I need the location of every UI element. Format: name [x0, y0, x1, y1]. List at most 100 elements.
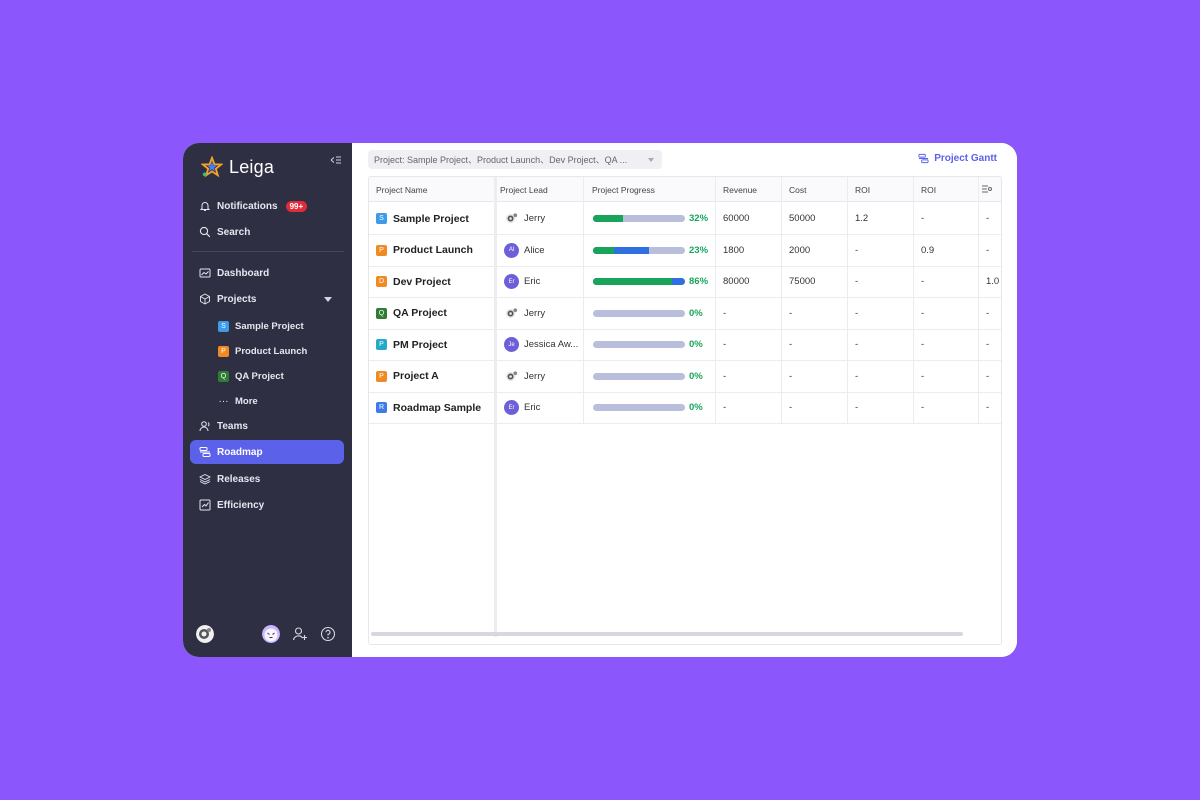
cost-cell[interactable]: -: [789, 339, 793, 350]
project-initial: R: [376, 402, 387, 413]
roi-2-cell[interactable]: -: [921, 402, 925, 413]
project-lead-cell[interactable]: Er Eric: [497, 266, 583, 297]
cost-cell[interactable]: -: [789, 307, 793, 319]
roi-cell[interactable]: -: [855, 276, 859, 287]
horizontal-scrollbar[interactable]: [371, 632, 963, 636]
search-icon: [199, 226, 211, 238]
table-row[interactable]: S Sample Project Jerry 32% 60000 50000 1.2 - -: [369, 203, 1001, 235]
help-icon[interactable]: [320, 626, 336, 642]
progress-percent: 0%: [689, 339, 703, 350]
workspace-avatar-icon[interactable]: [196, 625, 214, 643]
sidebar-item-efficiency[interactable]: Efficiency: [190, 493, 344, 517]
project-name-cell[interactable]: P PM Project: [369, 329, 493, 360]
project-progress-cell: 0%: [585, 361, 715, 392]
project-name-cell[interactable]: D Dev Project: [369, 266, 493, 297]
lead-name: Jerry: [524, 213, 546, 224]
extra-cell[interactable]: -: [986, 402, 990, 413]
column-header-roi-2[interactable]: ROI: [921, 184, 937, 195]
revenue-cell[interactable]: -: [723, 339, 727, 350]
lead-name: Eric: [524, 402, 541, 413]
column-divider: [978, 177, 979, 424]
roi-2-cell[interactable]: -: [921, 307, 925, 319]
roi-2-cell[interactable]: -: [921, 339, 925, 350]
sidebar-item-dashboard[interactable]: Dashboard: [190, 261, 344, 285]
progress-bar-green: [593, 215, 624, 222]
revenue-cell[interactable]: 60000: [723, 213, 750, 224]
extra-cell[interactable]: -: [986, 244, 990, 256]
project-lead-cell[interactable]: Er Eric: [497, 392, 583, 423]
cost-cell[interactable]: 2000: [789, 244, 811, 256]
table-row[interactable]: Q QA Project Jerry 0% - - - - -: [369, 298, 1001, 330]
cost-cell[interactable]: -: [789, 402, 793, 413]
project-name-cell[interactable]: R Roadmap Sample: [369, 392, 493, 423]
progress-percent: 0%: [689, 370, 703, 382]
project-filter-select[interactable]: Project: Sample Project、Product Launch、D…: [368, 150, 662, 169]
project-name-cell[interactable]: Q QA Project: [369, 298, 493, 329]
roi-cell[interactable]: -: [855, 339, 859, 350]
user-avatar-icon[interactable]: [262, 625, 280, 643]
column-header-cost[interactable]: Cost: [789, 184, 807, 195]
project-lead-cell[interactable]: Je Jessica Aw...: [497, 329, 583, 360]
column-header-project-lead[interactable]: Project Lead: [500, 184, 548, 195]
sidebar-item-search[interactable]: Search: [190, 220, 344, 244]
revenue-cell[interactable]: 1800: [723, 244, 745, 256]
column-divider: [913, 177, 914, 424]
roi-cell[interactable]: -: [855, 402, 859, 413]
cost-cell[interactable]: 50000: [789, 213, 816, 224]
table-row[interactable]: P Project A Jerry 0% - - - - -: [369, 361, 1001, 393]
revenue-cell[interactable]: 80000: [723, 276, 750, 287]
project-name-cell[interactable]: P Product Launch: [369, 235, 493, 266]
revenue-cell[interactable]: -: [723, 370, 727, 382]
roi-2-cell[interactable]: -: [921, 370, 925, 382]
extra-cell[interactable]: 1.0: [986, 276, 1000, 287]
column-header-roi[interactable]: ROI: [855, 184, 871, 195]
sidebar-item-projects[interactable]: Projects: [190, 287, 344, 311]
roi-cell[interactable]: -: [855, 244, 859, 256]
extra-cell[interactable]: -: [986, 339, 990, 350]
column-settings-icon[interactable]: [981, 184, 992, 195]
sidebar: Leiga Notifications 99+ Search Dashboard…: [183, 143, 352, 657]
sidebar-item-teams[interactable]: Teams: [190, 414, 344, 438]
collapse-sidebar-icon[interactable]: [330, 154, 342, 166]
project-gantt-button[interactable]: Project Gantt: [918, 153, 997, 164]
sidebar-project-more[interactable]: ··· More: [218, 390, 344, 412]
sidebar-project-sample[interactable]: S Sample Project: [218, 315, 344, 337]
extra-cell[interactable]: -: [986, 307, 990, 319]
project-name-cell[interactable]: S Sample Project: [369, 203, 493, 234]
column-header-revenue[interactable]: Revenue: [723, 184, 758, 195]
add-user-icon[interactable]: [292, 626, 308, 642]
roi-2-cell[interactable]: 0.9: [921, 244, 935, 256]
project-lead-cell[interactable]: Al Alice: [497, 235, 583, 266]
column-header-project-name[interactable]: Project Name: [376, 184, 428, 195]
sidebar-project-product-launch[interactable]: P Product Launch: [218, 340, 344, 362]
roi-cell[interactable]: -: [855, 370, 859, 382]
extra-cell[interactable]: -: [986, 213, 990, 224]
project-name-cell[interactable]: P Project A: [369, 361, 493, 392]
project-lead-cell[interactable]: Jerry: [497, 203, 583, 234]
project-initial: P: [218, 345, 229, 357]
table-row[interactable]: P PM Project Je Jessica Aw... 0% - - - - -: [369, 329, 1001, 361]
cost-cell[interactable]: -: [789, 370, 793, 382]
sidebar-project-qa[interactable]: Q QA Project: [218, 365, 344, 387]
chevron-down-icon[interactable]: [324, 297, 332, 302]
roi-2-cell[interactable]: -: [921, 276, 925, 287]
sidebar-item-notifications[interactable]: Notifications 99+: [190, 194, 344, 218]
cost-cell[interactable]: 75000: [789, 276, 816, 287]
column-header-project-progress[interactable]: Project Progress: [592, 184, 655, 195]
table-row[interactable]: D Dev Project Er Eric 86% 80000 75000 - - 1.0: [369, 266, 1001, 298]
sidebar-item-releases[interactable]: Releases: [190, 467, 344, 491]
table-row[interactable]: P Product Launch Al Alice 23% 1800 2000 - 0.9 -: [369, 235, 1001, 267]
roi-cell[interactable]: -: [855, 307, 859, 319]
lead-avatar: Er: [504, 274, 519, 289]
revenue-cell[interactable]: -: [723, 402, 727, 413]
project-name: QA Project: [393, 307, 447, 319]
roi-cell[interactable]: 1.2: [855, 213, 869, 224]
project-lead-cell[interactable]: Jerry: [497, 298, 583, 329]
app-logo[interactable]: Leiga: [201, 156, 274, 178]
extra-cell[interactable]: -: [986, 370, 990, 382]
project-lead-cell[interactable]: Jerry: [497, 361, 583, 392]
table-row[interactable]: R Roadmap Sample Er Eric 0% - - - - -: [369, 392, 1001, 424]
sidebar-item-roadmap[interactable]: Roadmap: [190, 440, 344, 464]
roi-2-cell[interactable]: -: [921, 213, 925, 224]
revenue-cell[interactable]: -: [723, 307, 727, 319]
